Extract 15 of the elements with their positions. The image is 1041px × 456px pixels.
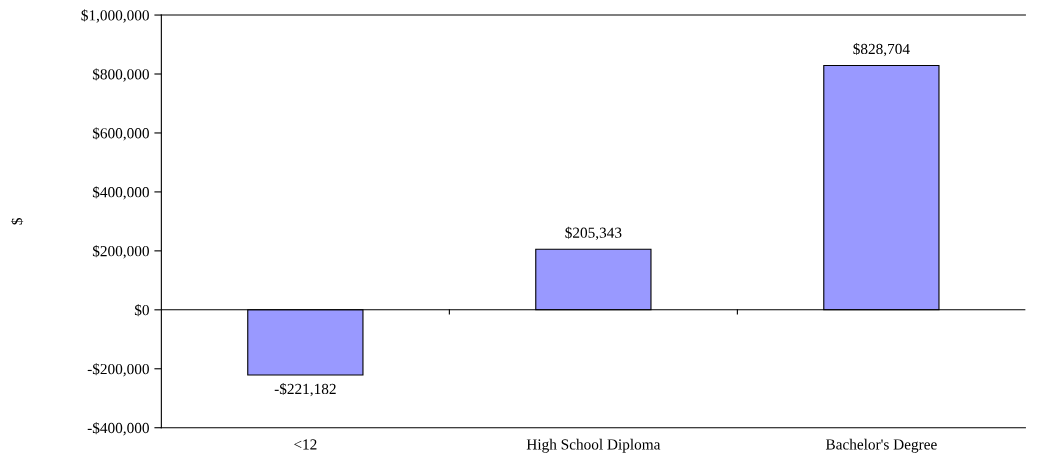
y-tick-label: -$400,000 [87,421,149,436]
y-tick-label: $600,000 [92,127,149,141]
y-tick-label: $200,000 [92,245,149,259]
x-tick-label: Bachelor's Degree [825,438,937,453]
x-tick-label: <12 [294,439,317,450]
y-tick-label: $1,000,000 [81,9,149,23]
data-label: -$221,182 [274,382,336,397]
y-tick-label: -$200,000 [87,363,149,377]
x-tick-label: High School Diploma [526,438,661,453]
y-tick-label: $400,000 [92,186,149,200]
y-tick-label: $0 [134,304,149,317]
y-tick-label: $800,000 [92,68,149,82]
y-axis-title: $ [10,218,24,225]
data-label: $205,343 [565,226,622,241]
data-label: $828,704 [853,42,910,57]
